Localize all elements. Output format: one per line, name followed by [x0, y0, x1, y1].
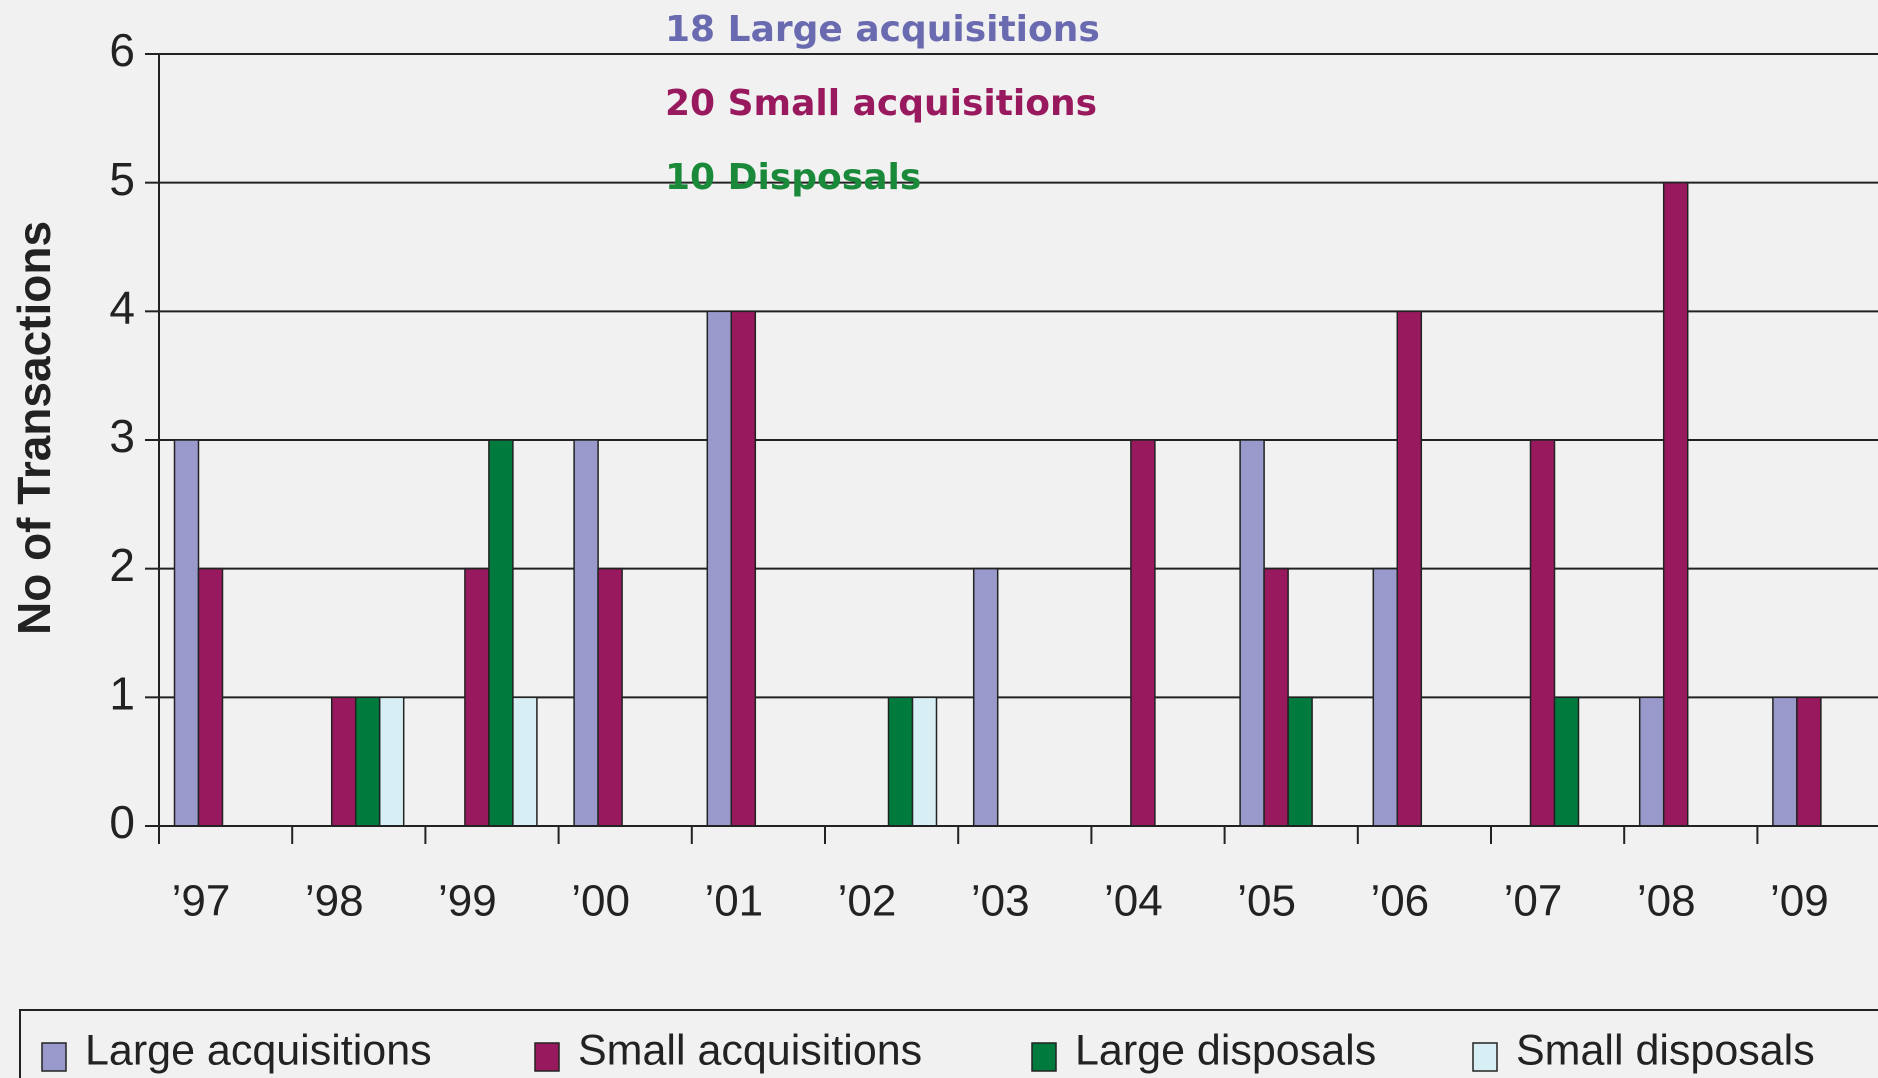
- legend-swatch: [1472, 1042, 1498, 1072]
- y-tick-label: 2: [109, 539, 135, 591]
- x-tick-label: ’00: [571, 877, 630, 926]
- bar: [887, 696, 914, 827]
- x-tick-label: ’03: [971, 877, 1030, 926]
- legend-label: Small acquisitions: [578, 1026, 922, 1074]
- y-tick-label: 1: [109, 667, 135, 719]
- bar: [1396, 310, 1423, 827]
- bar: [1239, 439, 1265, 827]
- y-tick-label: 5: [109, 153, 135, 205]
- bar: [354, 696, 381, 827]
- legend-swatch: [534, 1042, 560, 1072]
- x-tick-label: ’98: [305, 877, 364, 926]
- bar: [488, 439, 514, 827]
- annotation: 10 Disposals: [665, 157, 921, 198]
- bar: [911, 696, 938, 827]
- x-tick-label: ’07: [1504, 877, 1563, 926]
- bar: [330, 696, 357, 827]
- x-tick-label: ’09: [1770, 877, 1829, 926]
- x-tick-label: ’01: [704, 877, 763, 926]
- bar: [972, 567, 999, 827]
- annotation: 20 Small acquisitions: [665, 83, 1097, 124]
- bar: [197, 567, 224, 827]
- bar: [1372, 567, 1399, 827]
- bar: [573, 439, 599, 827]
- x-tick-label: ’97: [172, 877, 231, 926]
- legend-label: Large disposals: [1075, 1026, 1376, 1074]
- bar: [706, 310, 733, 827]
- bar: [597, 567, 623, 827]
- bar: [1553, 696, 1580, 827]
- legend-label: Small disposals: [1516, 1026, 1815, 1074]
- x-tick-label: ’06: [1370, 877, 1429, 926]
- bar: [1796, 696, 1822, 827]
- bar: [378, 696, 405, 827]
- x-tick-label: ’05: [1237, 877, 1296, 926]
- annotation: 18 Large acquisitions: [665, 9, 1100, 50]
- bar: [1529, 439, 1556, 827]
- y-tick-label: 4: [109, 281, 135, 333]
- y-tick-label: 6: [109, 24, 135, 76]
- y-axis-title: No of Transactions: [8, 221, 60, 635]
- bar: [464, 567, 490, 827]
- bar: [1772, 696, 1798, 827]
- bar: [1287, 696, 1313, 827]
- bar: [512, 696, 538, 827]
- bar: [1130, 439, 1156, 827]
- legend-box: [19, 1009, 1878, 1078]
- bar: [1662, 181, 1689, 827]
- y-tick-label: 0: [109, 796, 135, 848]
- bar: [730, 310, 757, 827]
- x-tick-label: ’02: [838, 877, 897, 926]
- y-tick-label: 3: [109, 410, 135, 462]
- legend-swatch: [41, 1042, 67, 1072]
- legend-swatch: [1031, 1042, 1057, 1072]
- legend-label: Large acquisitions: [85, 1026, 432, 1074]
- bar: [173, 439, 200, 827]
- bar: [1638, 696, 1665, 827]
- bar: [1263, 567, 1289, 827]
- x-tick-label: ’99: [438, 877, 497, 926]
- x-tick-label: ’04: [1104, 877, 1163, 926]
- x-tick-label: ’08: [1637, 877, 1696, 926]
